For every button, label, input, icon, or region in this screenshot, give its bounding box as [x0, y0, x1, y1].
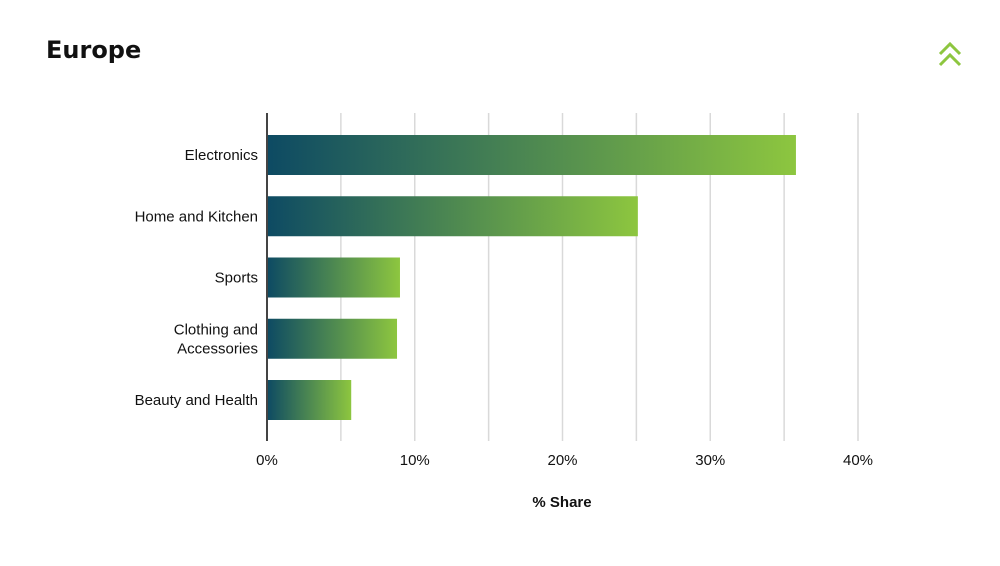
- bar: [267, 135, 796, 175]
- bar: [267, 318, 398, 359]
- category-label: Beauty and Health: [135, 392, 258, 409]
- x-tick-label: 40%: [843, 452, 873, 469]
- bar: [267, 257, 400, 298]
- chart-title: Europe: [46, 36, 142, 64]
- x-tick-label: 0%: [256, 452, 278, 469]
- double-chevron-up-icon: [938, 41, 962, 67]
- category-label: Clothing and Accessories: [174, 321, 258, 357]
- x-tick-label: 30%: [695, 452, 725, 469]
- bar: [267, 380, 352, 420]
- category-label: Home and Kitchen: [135, 208, 258, 225]
- x-axis-title: % Share: [532, 494, 591, 511]
- x-tick-label: 10%: [400, 452, 430, 469]
- bars: [267, 135, 796, 420]
- x-tick-label: 20%: [547, 452, 577, 469]
- bar: [267, 196, 638, 237]
- category-label: Sports: [215, 270, 258, 287]
- labels: Electronics Home and Kitchen Sports Clothin…: [135, 147, 873, 511]
- category-label: Electronics: [185, 147, 258, 164]
